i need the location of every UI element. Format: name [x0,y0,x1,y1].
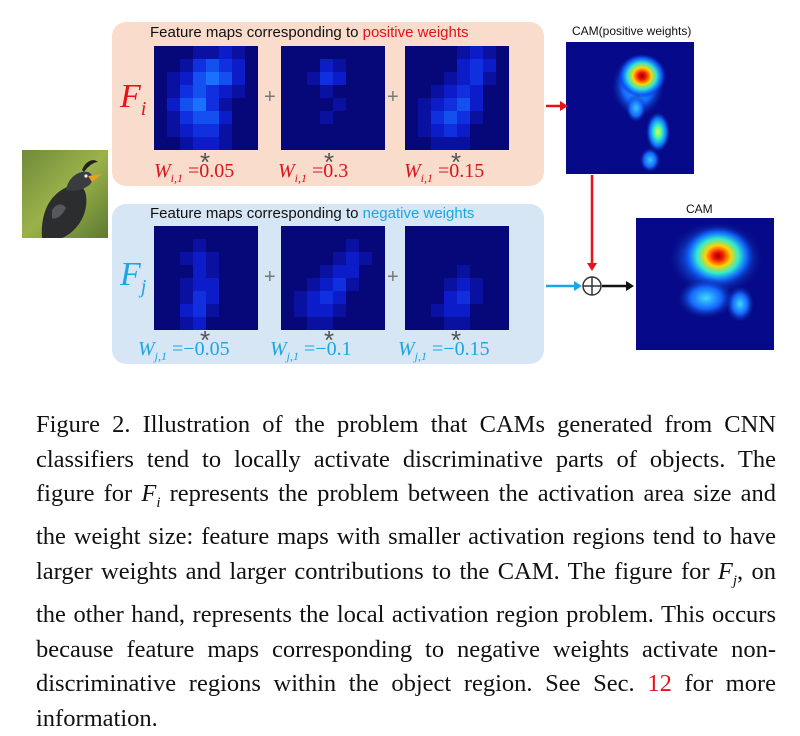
bird-photo [22,150,108,238]
positive-weights-highlight: positive weights [362,24,469,41]
cam-title: CAM [686,202,713,216]
section-reference-link[interactable]: 12 [647,670,672,698]
feature-map [405,46,509,150]
multiply-star: * [324,147,335,177]
figure-caption: Figure 2. Illustration of the problem th… [36,411,777,732]
cam-positive-title: CAM(positive weights) [572,24,692,38]
sum-icon [583,277,601,295]
plus-sign: + [387,86,399,108]
positive-heading: Feature maps corresponding to positive w… [150,24,469,41]
feature-map [154,226,258,330]
fi-label: Fi [120,78,147,120]
weight-label: Wi,1 =0.3 [278,160,349,185]
cam-positive-heatmap [566,42,694,174]
negative-weights-highlight: negative weights [362,205,475,222]
weight-label: Wj,1 =−0.05 [138,338,230,363]
multiply-star: * [324,325,335,355]
feature-map [154,46,258,150]
weight-label: Wj,1 =−0.1 [270,338,352,363]
arrows-layer [546,101,634,296]
cam-heatmap [636,218,774,350]
feature-map [281,46,385,150]
weight-label: Wi,1 =0.15 [404,160,485,185]
plus-sign: + [264,86,276,108]
multiply-star: * [200,147,211,177]
fj-label: Fj [120,256,147,298]
caption-label: Figure 2. [36,411,131,438]
negative-heading: Feature maps corresponding to negative w… [150,205,475,222]
multiply-star: * [451,147,462,177]
feature-map [405,226,509,330]
multiply-star: * [200,325,211,355]
plus-sign: + [387,266,399,288]
weight-label: Wj,1 =−0.15 [398,338,490,363]
multiply-star: * [451,325,462,355]
weight-label: Wi,1 =0.05 [154,160,235,185]
feature-map [281,226,385,330]
plus-sign: + [264,266,276,288]
